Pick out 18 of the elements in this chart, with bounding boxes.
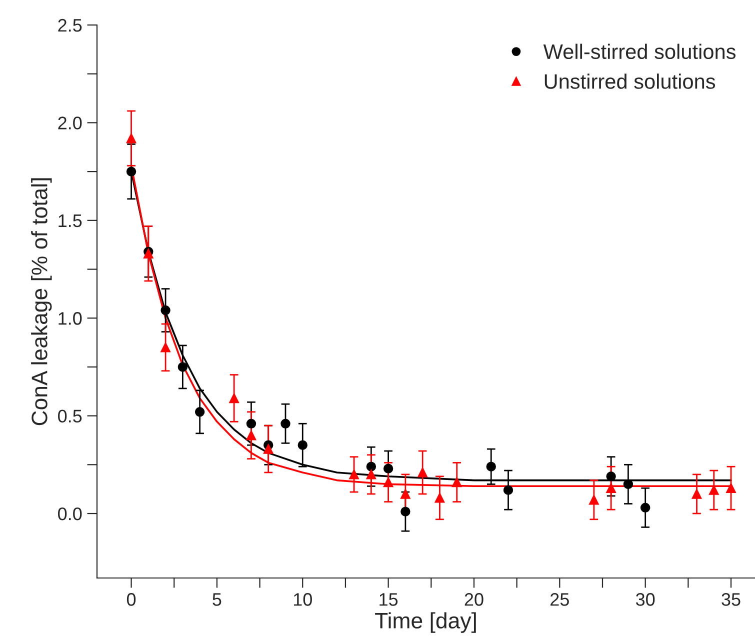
x-tick-label: 35 [722, 593, 740, 606]
x-tick-label: 25 [550, 593, 569, 606]
y-tick-label: 1.5 [58, 214, 82, 228]
x-tick-label: 5 [212, 593, 222, 606]
y-tick-label: 1.0 [58, 312, 82, 325]
x-tick-label: 20 [464, 593, 484, 606]
legend-label: Well-stirred solutions [543, 44, 736, 60]
x-tick-label: 30 [636, 593, 655, 606]
x-tick-label: 0 [126, 593, 136, 606]
legend-label: Unstirred solutions [544, 74, 716, 89]
y-tick-label: 2.5 [58, 18, 82, 32]
x-tick-label: 10 [294, 593, 312, 606]
y-tick-label: 2.0 [58, 116, 82, 130]
x-tick-label: 15 [380, 593, 398, 606]
y-tick-label: 0.5 [58, 410, 82, 423]
x-axis-title: Time [day] [375, 612, 476, 633]
y-axis-title: ConA leakage [% of total] [31, 178, 52, 426]
y-tick-label: 0.0 [58, 507, 82, 520]
